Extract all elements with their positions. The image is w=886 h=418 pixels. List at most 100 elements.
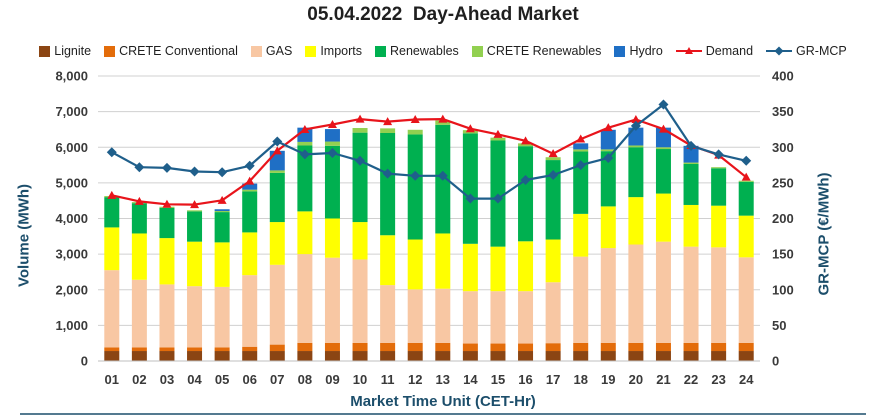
bar-renewables — [711, 168, 727, 206]
bar-imports — [711, 205, 727, 248]
bar-imports — [655, 193, 671, 242]
bar-lignite — [352, 351, 368, 361]
marker-gr-mcp — [299, 149, 310, 160]
bar-crete-renewables — [628, 145, 644, 148]
x-tick-label: 13 — [436, 372, 450, 387]
legend-item-imports: Imports — [305, 44, 362, 58]
y2-tick-label: 250 — [772, 175, 794, 190]
legend-item-crete-renewables: CRETE Renewables — [471, 44, 602, 58]
bar-renewables — [518, 146, 534, 242]
bar-renewables — [159, 207, 175, 239]
bar-renewables — [628, 147, 644, 198]
y-tick-label: 1,000 — [55, 318, 88, 333]
bar-crete-conventional — [518, 343, 534, 352]
marker-gr-mcp — [713, 149, 724, 160]
marker-demand — [631, 114, 641, 123]
legend-label-gr-mcp: GR-MCP — [796, 44, 847, 58]
bar-imports — [214, 242, 230, 287]
bar-lignite — [518, 351, 534, 361]
bar-lignite — [297, 351, 313, 361]
bar-imports — [269, 222, 285, 265]
marker-demand — [245, 176, 255, 185]
bar-imports — [131, 233, 147, 280]
bar-lignite — [214, 351, 230, 361]
bar-renewables — [462, 133, 478, 244]
bar-gas — [159, 284, 175, 348]
y2-tick-label: 400 — [772, 69, 794, 84]
legend-item-lignite: Lignite — [39, 44, 91, 58]
bar-gas — [435, 288, 451, 343]
bar-imports — [104, 227, 120, 271]
marker-demand — [410, 114, 420, 123]
bar-crete-conventional — [159, 347, 175, 352]
marker-demand — [107, 190, 117, 199]
marker-gr-mcp — [492, 193, 503, 204]
x-tick-label: 06 — [242, 372, 256, 387]
bar-lignite — [655, 351, 671, 361]
bar-crete-conventional — [131, 347, 147, 352]
bar-crete-renewables — [380, 128, 396, 133]
bar-lignite — [159, 351, 175, 361]
bar-gas — [104, 270, 120, 348]
bar-crete-renewables — [407, 129, 423, 135]
legend-label-demand: Demand — [705, 44, 754, 58]
marker-gr-mcp — [272, 136, 283, 147]
bar-lignite — [462, 351, 478, 361]
marker-gr-mcp — [106, 147, 117, 158]
bar-hydro — [242, 183, 258, 190]
marker-demand — [576, 134, 586, 143]
bar-gas — [573, 256, 589, 343]
marker-gr-mcp — [741, 155, 752, 166]
marker-gr-mcp — [630, 120, 641, 131]
bar-crete-conventional — [214, 347, 230, 352]
bar-renewables — [380, 133, 396, 236]
bar-crete-conventional — [242, 346, 258, 352]
bar-renewables — [545, 160, 561, 240]
marker-demand — [355, 114, 365, 123]
y-tick-label: 8,000 — [55, 69, 88, 84]
bar-imports — [738, 215, 754, 258]
x-tick-label: 19 — [601, 372, 615, 387]
marker-gr-mcp — [520, 175, 531, 186]
bar-gas — [407, 289, 423, 343]
marker-gr-mcp — [244, 160, 255, 171]
y-tick-label: 4,000 — [55, 211, 88, 226]
bar-crete-renewables — [269, 170, 285, 173]
bar-lignite — [628, 351, 644, 361]
legend-label-hydro: Hydro — [629, 44, 663, 58]
bar-imports — [545, 239, 561, 283]
marker-demand — [493, 129, 503, 138]
bar-imports — [573, 213, 589, 257]
bar-renewables — [600, 151, 616, 207]
bar-gas — [600, 248, 616, 343]
marker-gr-mcp — [189, 166, 200, 177]
legend-line-demand — [675, 47, 702, 54]
y2-tick-label: 200 — [772, 211, 794, 226]
bar-renewables — [683, 163, 699, 205]
bar-lignite — [187, 351, 203, 361]
bar-lignite — [490, 351, 506, 361]
bar-gas — [655, 241, 671, 343]
y-tick-label: 3,000 — [55, 247, 88, 262]
bar-renewables — [738, 181, 754, 216]
bar-gas — [462, 291, 478, 344]
bar-crete-conventional — [324, 342, 340, 352]
x-tick-label: 21 — [656, 372, 670, 387]
legend-label-renewables: Renewables — [390, 44, 459, 58]
bar-renewables — [297, 145, 313, 212]
line-demand — [111, 117, 747, 206]
legend-label-gas: GAS — [265, 44, 293, 58]
legend-swatch-crete-conventional — [104, 45, 116, 57]
bar-crete-renewables — [518, 143, 534, 147]
legend-label-crete-renewables: CRETE Renewables — [486, 44, 602, 58]
x-tick-label: 02 — [132, 372, 146, 387]
x-tick-label: 12 — [408, 372, 422, 387]
bar-lignite — [600, 351, 616, 361]
bar-gas — [738, 257, 754, 343]
bar-lignite — [435, 351, 451, 361]
bar-renewables — [131, 203, 147, 234]
marker-demand — [190, 200, 200, 209]
bar-lignite — [545, 351, 561, 361]
